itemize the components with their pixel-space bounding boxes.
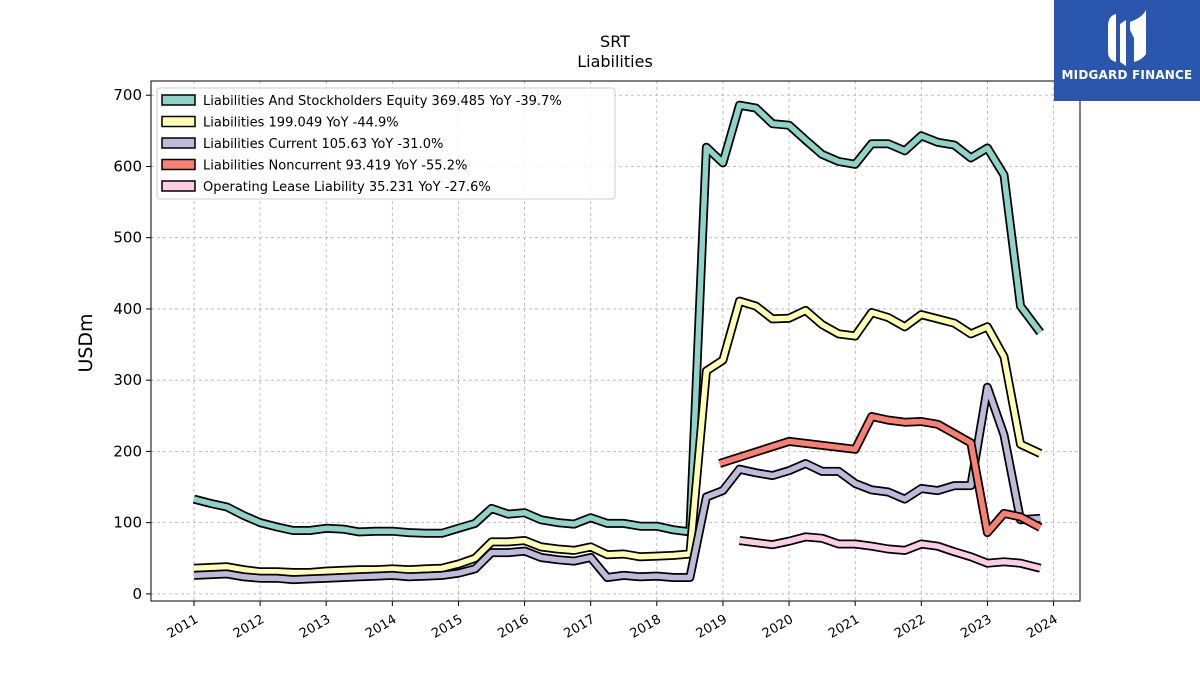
legend-entry: Liabilities Current 105.63 YoY -31.0% [203, 137, 443, 152]
legend-entry: Liabilities And Stockholders Equity 369.… [203, 94, 562, 109]
x-tick-label: 2020 [760, 612, 796, 642]
legend-entry: Operating Lease Liability 35.231 YoY -27… [203, 180, 491, 195]
y-tick-label: 200 [113, 442, 142, 460]
chart-title: SRT [600, 32, 630, 51]
x-tick-label: 2019 [694, 612, 730, 642]
series-line [193, 298, 1042, 576]
brand-name: MIDGARD FINANCE [1061, 68, 1193, 82]
x-tick-label: 2014 [363, 612, 399, 642]
x-tick-label: 2015 [429, 612, 465, 642]
y-tick-label: 0 [132, 585, 142, 603]
y-axis-label: USDm [75, 313, 97, 372]
y-tick-label: 400 [113, 300, 142, 318]
series-line [193, 102, 1043, 537]
series-line [718, 413, 1042, 536]
legend: Liabilities And Stockholders Equity 369.… [156, 87, 616, 200]
y-tick-label: 300 [113, 371, 142, 389]
legend-entry: Liabilities 199.049 YoY -44.9% [203, 116, 399, 131]
plot-frame [150, 80, 1081, 602]
legend-entry: Liabilities Noncurrent 93.419 YoY -55.2% [203, 159, 467, 174]
x-tick-label: 2013 [297, 612, 333, 642]
midgard-logo-icon [1108, 10, 1146, 66]
series-lines [192, 100, 1044, 585]
x-tick-label: 2018 [628, 612, 664, 642]
x-axis: 2011 2012 2013 2014 2015 2016 2017 2018 2019 2020… [165, 601, 1061, 642]
legend-swatch [161, 115, 196, 128]
legend-swatch [161, 158, 196, 171]
x-tick-label: 2022 [892, 612, 928, 642]
chart-subtitle: Liabilities [577, 52, 653, 71]
y-tick-label: 700 [113, 86, 142, 104]
y-axis: 0 100 200 300 400 500 600 700 [113, 86, 151, 603]
x-tick-label: 2011 [165, 612, 201, 642]
x-tick-label: 2017 [562, 612, 598, 642]
y-tick-label: 600 [113, 157, 142, 175]
y-tick-label: 500 [113, 229, 142, 247]
legend-swatch [161, 180, 196, 192]
x-tick-label: 2016 [495, 612, 531, 642]
x-tick-label: 2012 [231, 612, 267, 642]
brand-logo: MIDGARD FINANCE [1054, 0, 1200, 101]
x-tick-label: 2023 [958, 612, 994, 642]
legend-swatch [161, 137, 196, 149]
x-tick-label: 2024 [1024, 612, 1060, 642]
legend-swatch [161, 94, 196, 106]
legend-box [156, 87, 616, 200]
series-line [193, 384, 1041, 583]
y-tick-label: 100 [113, 514, 142, 532]
x-tick-label: 2021 [826, 612, 862, 642]
series-line [739, 534, 1041, 571]
